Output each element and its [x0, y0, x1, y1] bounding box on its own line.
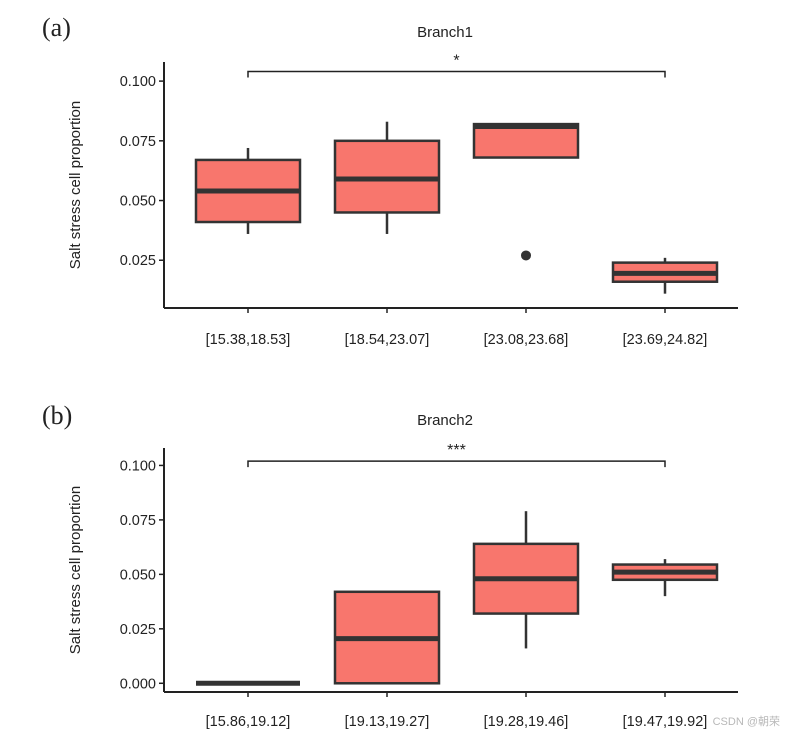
watermark: CSDN @朝荣 — [713, 715, 780, 728]
panel-title: Branch1 — [417, 24, 473, 41]
significance-label: * — [453, 53, 459, 70]
panel-title: Branch2 — [417, 412, 473, 429]
significance-bracket — [247, 70, 666, 78]
y-axis-label: Salt stress cell proportion — [67, 486, 84, 654]
y-tick-label: 0.075 — [120, 134, 156, 150]
significance-bracket — [247, 460, 666, 468]
panel-letter: (b) — [42, 401, 72, 430]
y-tick-label: 0.025 — [120, 253, 156, 269]
y-tick-label: 0.075 — [120, 513, 156, 529]
panel-letter: (a) — [42, 13, 71, 42]
significance-label: *** — [447, 442, 466, 459]
x-tick-label: [18.54,23.07] — [345, 332, 430, 348]
x-tick-label: [15.86,19.12] — [206, 714, 291, 730]
y-tick-label: 0.025 — [120, 622, 156, 638]
x-tick-label: [19.13,19.27] — [345, 714, 430, 730]
x-tick-label: [19.28,19.46] — [484, 714, 569, 730]
y-tick-label: 0.100 — [120, 458, 156, 474]
panel-branch2: (b) Branch2 Salt stress cell proportion 0.0… — [42, 401, 738, 730]
box — [472, 122, 580, 159]
y-tick-label: 0.000 — [120, 676, 156, 692]
outlier-point — [521, 250, 531, 261]
panel-branch1: (a) Branch1 Salt stress cell proportion 0.0… — [42, 13, 738, 348]
y-tick-label: 0.050 — [120, 567, 156, 583]
x-tick-label: [19.47,19.92] — [623, 714, 708, 730]
y-axis-label: Salt stress cell proportion — [67, 101, 84, 269]
y-tick-label: 0.050 — [120, 194, 156, 210]
x-tick-label: [23.08,23.68] — [484, 332, 569, 348]
y-tick-label: 0.100 — [120, 74, 156, 90]
x-tick-label: [15.38,18.53] — [206, 332, 291, 348]
x-tick-label: [23.69,24.82] — [623, 332, 708, 348]
